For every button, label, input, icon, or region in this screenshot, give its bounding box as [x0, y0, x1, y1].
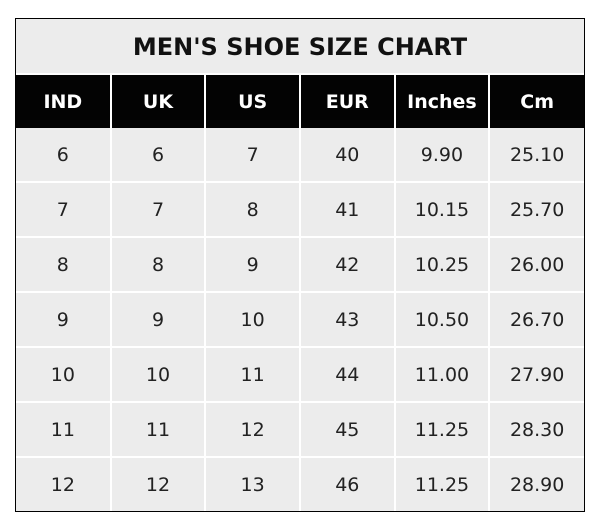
cell-cm: 26.00: [488, 236, 584, 292]
column-header-uk: UK: [109, 75, 206, 128]
cell-eur: 40: [298, 128, 395, 182]
cell-inches: 10.15: [393, 181, 490, 237]
cell-uk: 8: [109, 236, 206, 292]
table-row: 9 9 10 43 10.50 26.70: [16, 291, 584, 347]
cell-eur: 41: [298, 181, 395, 237]
cell-inches: 10.25: [393, 236, 490, 292]
cell-uk: 10: [109, 346, 206, 402]
table-row: 6 6 7 40 9.90 25.10: [16, 128, 584, 182]
cell-cm: 26.70: [488, 291, 584, 347]
column-header-cm: Cm: [488, 75, 584, 128]
cell-eur: 42: [298, 236, 395, 292]
column-header-eur: EUR: [298, 75, 395, 128]
cell-inches: 9.90: [393, 128, 490, 182]
cell-cm: 27.90: [488, 346, 584, 402]
cell-uk: 9: [109, 291, 206, 347]
column-header-inches: Inches: [393, 75, 490, 128]
cell-us: 13: [204, 456, 300, 511]
table-row: 11 11 12 45 11.25 28.30: [16, 401, 584, 457]
cell-uk: 11: [109, 401, 206, 457]
header-row: IND UK US EUR Inches Cm: [16, 75, 584, 128]
column-header-ind: IND: [16, 75, 111, 128]
cell-inches: 11.25: [393, 401, 490, 457]
chart-title: MEN'S SHOE SIZE CHART: [16, 19, 584, 75]
table-row: 10 10 11 44 11.00 27.90: [16, 346, 584, 402]
cell-cm: 25.70: [488, 181, 584, 237]
cell-inches: 11.25: [393, 456, 490, 511]
cell-cm: 28.90: [488, 456, 584, 511]
cell-eur: 45: [298, 401, 395, 457]
cell-uk: 7: [109, 181, 206, 237]
cell-us: 10: [204, 291, 300, 347]
cell-uk: 12: [109, 456, 206, 511]
cell-eur: 46: [298, 456, 395, 511]
cell-ind: 11: [16, 401, 111, 457]
size-chart: MEN'S SHOE SIZE CHART IND UK US EUR Inches Cm…: [15, 18, 585, 512]
cell-us: 9: [204, 236, 300, 292]
cell-ind: 7: [16, 181, 111, 237]
cell-us: 12: [204, 401, 300, 457]
cell-ind: 12: [16, 456, 111, 511]
cell-us: 7: [204, 128, 300, 182]
cell-us: 11: [204, 346, 300, 402]
cell-eur: 44: [298, 346, 395, 402]
cell-ind: 8: [16, 236, 111, 292]
table-row: 8 8 9 42 10.25 26.00: [16, 236, 584, 292]
cell-uk: 6: [109, 128, 206, 182]
table-row: 7 7 8 41 10.15 25.70: [16, 181, 584, 237]
column-header-us: US: [204, 75, 300, 128]
cell-ind: 10: [16, 346, 111, 402]
cell-ind: 9: [16, 291, 111, 347]
cell-inches: 11.00: [393, 346, 490, 402]
cell-eur: 43: [298, 291, 395, 347]
cell-ind: 6: [56, 143, 69, 166]
cell-us: 8: [204, 181, 300, 237]
cell-cm: 25.10: [488, 128, 584, 182]
cell-inches: 10.50: [393, 291, 490, 347]
table-row: 12 12 13 46 11.25 28.90: [16, 456, 584, 511]
cell-cm: 28.30: [488, 401, 584, 457]
size-table: IND UK US EUR Inches Cm 6 6 7 40 9.90 25.10 7 7 8 41 10…: [16, 75, 584, 511]
